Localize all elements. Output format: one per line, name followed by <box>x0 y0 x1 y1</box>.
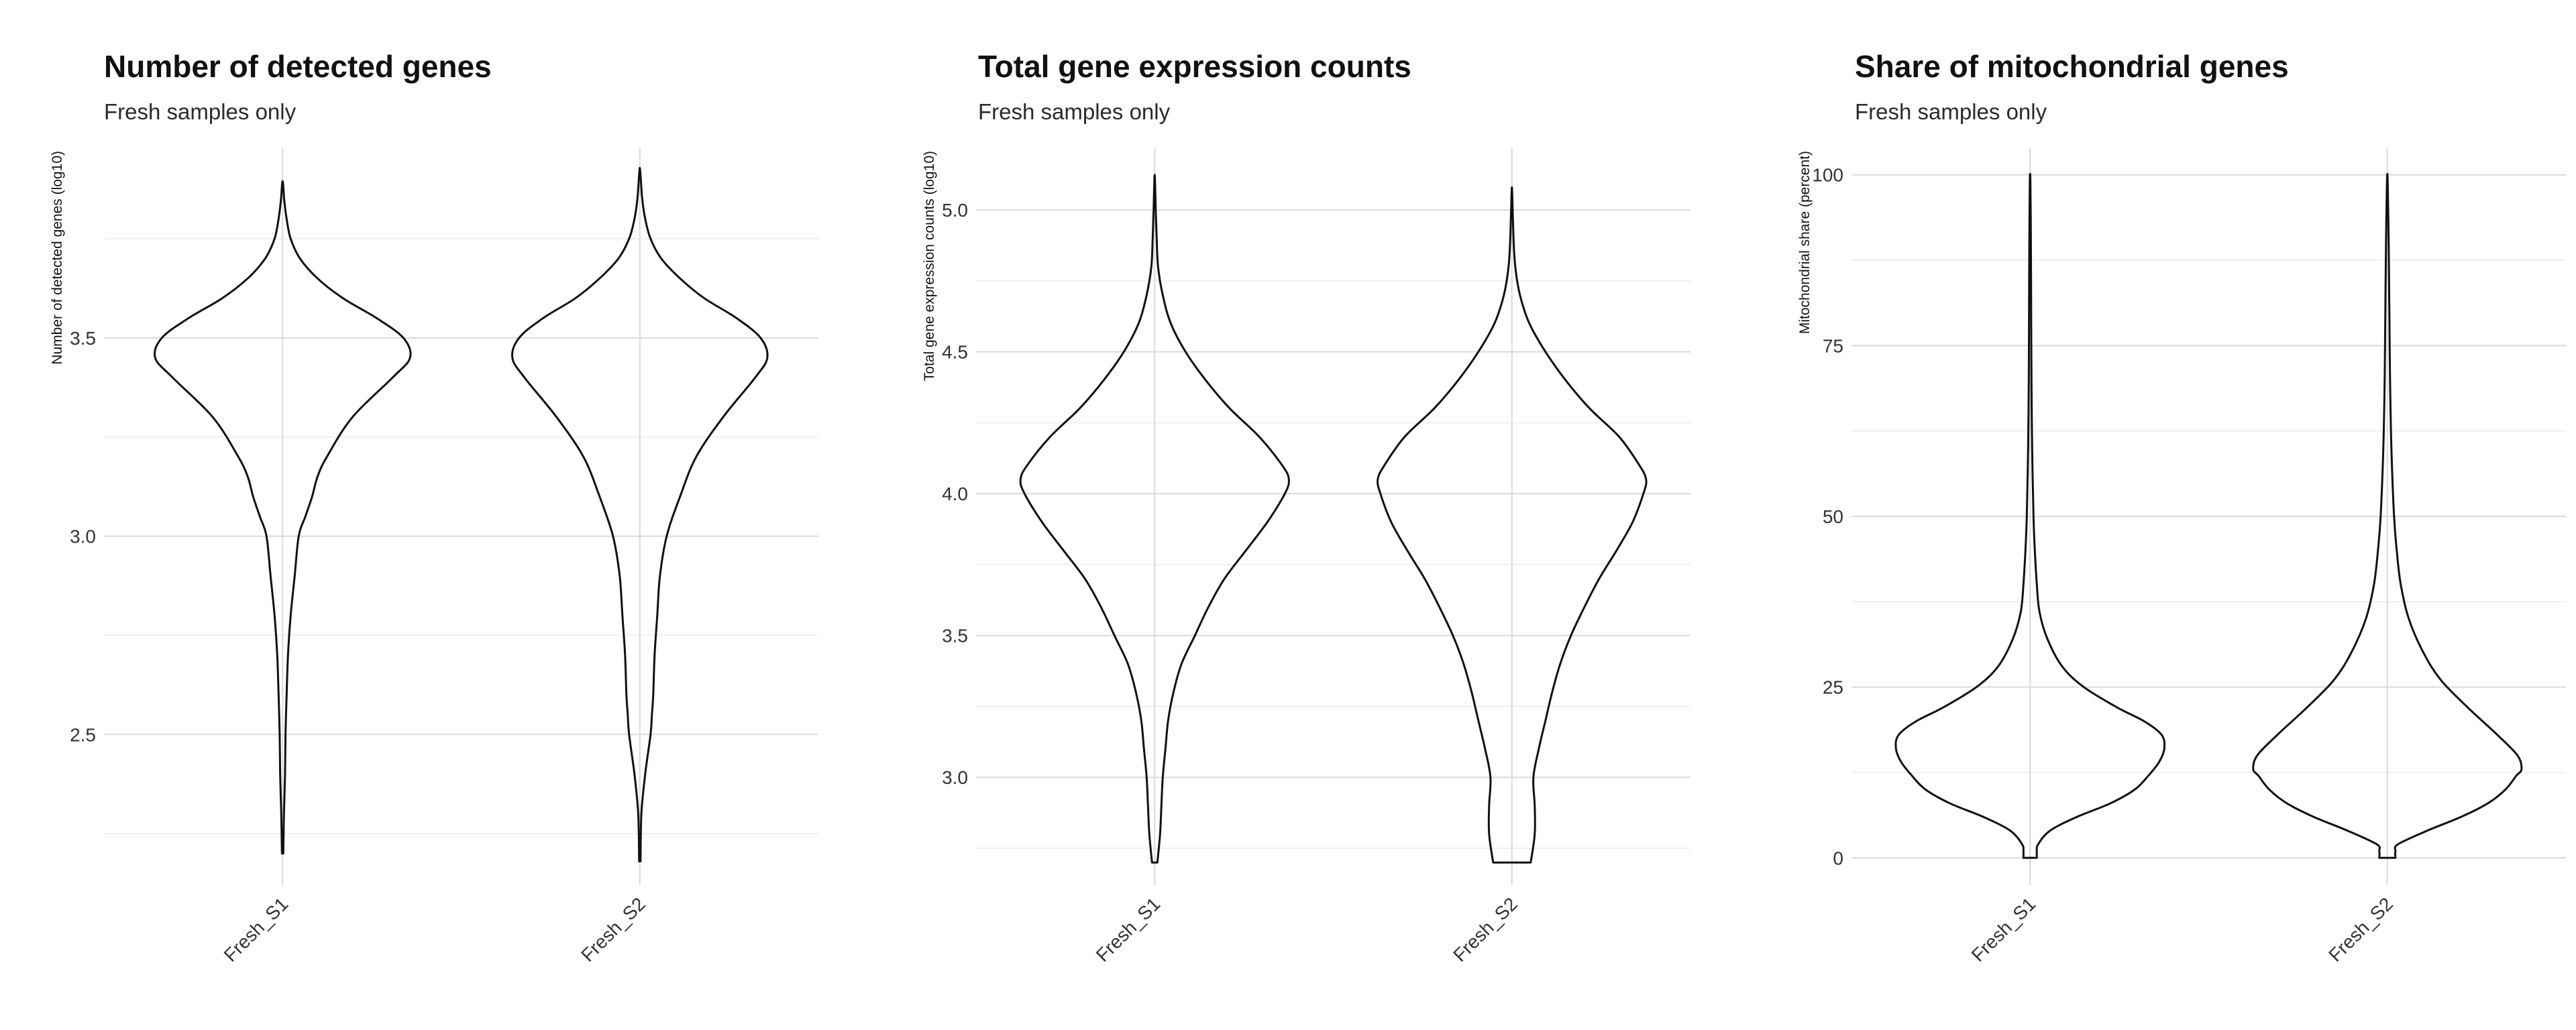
y-tick-label: 25 <box>1823 677 1843 698</box>
y-tick-label: 4.0 <box>942 483 968 504</box>
grid-layer <box>976 148 1690 885</box>
violin-Fresh_S1 <box>1894 172 2166 859</box>
violin-layer <box>1894 172 2523 859</box>
violin-Fresh_S2 <box>2252 172 2523 859</box>
panel-title: Share of mitochondrial genes <box>1855 49 2289 84</box>
y-axis-title: Number of detected genes (log10) <box>50 151 65 365</box>
violin-layer <box>1019 174 1648 864</box>
y-tick-labels: 3.0 3.5 4.0 4.5 5.0 <box>942 200 968 788</box>
violin-Fresh_S2 <box>511 166 769 862</box>
y-axis-title: Mitochondrial share (percent) <box>1797 151 1813 334</box>
grid-layer <box>104 148 818 885</box>
panel-subtitle: Fresh samples only <box>978 99 1171 124</box>
violin-Fresh_S1 <box>1019 174 1290 864</box>
y-tick-label: 3.0 <box>942 767 968 788</box>
y-tick-label: 3.5 <box>70 328 96 349</box>
y-tick-label: 50 <box>1823 506 1843 527</box>
y-tick-label: 5.0 <box>942 200 968 221</box>
violin-layer <box>154 166 769 862</box>
y-axis-title: Total gene expression counts (log10) <box>922 151 937 381</box>
y-tick-label: 3.5 <box>942 626 968 646</box>
y-tick-label: 0 <box>1833 848 1843 868</box>
y-tick-label: 75 <box>1823 335 1843 356</box>
grid-layer <box>1851 148 2566 885</box>
panel-title: Number of detected genes <box>104 49 492 84</box>
panel-subtitle: Fresh samples only <box>1855 99 2047 124</box>
y-tick-label: 2.5 <box>70 724 96 745</box>
y-tick-label: 4.5 <box>942 342 968 363</box>
y-tick-labels: 0 25 50 75 100 <box>1812 165 1843 869</box>
panel-title: Total gene expression counts <box>978 49 1411 84</box>
y-tick-label: 100 <box>1812 165 1843 186</box>
y-tick-labels: 2.5 3.0 3.5 <box>70 328 96 745</box>
violin-Fresh_S1 <box>154 180 412 855</box>
panel-subtitle: Fresh samples only <box>104 99 297 124</box>
y-tick-label: 3.0 <box>70 526 96 547</box>
violin-Fresh_S2 <box>1377 186 1648 864</box>
